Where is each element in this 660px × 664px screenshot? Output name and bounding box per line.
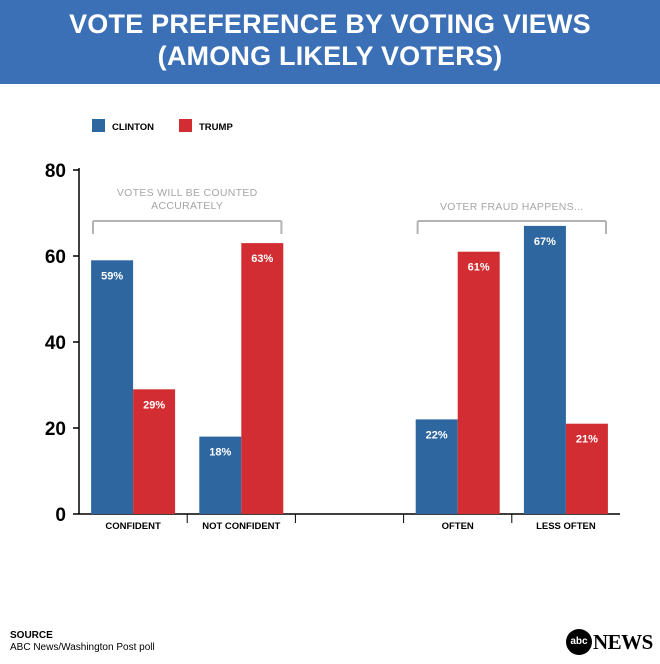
x-category-label: CONFIDENT: [105, 521, 161, 532]
group-label: VOTES WILL BE COUNTED: [117, 187, 258, 199]
data-label: 63%: [251, 253, 273, 265]
chart-header: VOTE PREFERENCE BY VOTING VIEWS (AMONG L…: [0, 0, 660, 84]
source-text: ABC News/Washington Post poll: [10, 642, 155, 653]
bar-clinton: [91, 260, 134, 514]
y-tick-label: 60: [45, 247, 66, 268]
y-tick-label: 80: [45, 161, 66, 182]
news-logo-text: NEWS: [593, 630, 653, 654]
chart-title-line-1: VOTE PREFERENCE BY VOTING VIEWS: [69, 9, 591, 39]
data-label: 61%: [468, 262, 490, 274]
data-label: 29%: [143, 399, 165, 411]
chart-title-line-2: (AMONG LIKELY VOTERS): [157, 41, 503, 71]
bar-trump: [241, 243, 284, 514]
data-label: 21%: [576, 434, 598, 446]
bar-trump: [565, 423, 608, 514]
bar-clinton: [415, 419, 458, 514]
y-tick-label: 0: [55, 505, 66, 526]
x-category-label: LESS OFTEN: [536, 521, 596, 532]
legend-swatch-trump: [179, 119, 192, 132]
group-label: ACCURATELY: [151, 200, 223, 212]
data-label: 22%: [426, 429, 448, 441]
abc-logo-circle: abc: [566, 629, 592, 655]
y-tick-label: 40: [45, 333, 66, 354]
abc-news-logo: abc NEWS: [566, 628, 656, 656]
legend-label-trump: TRUMP: [199, 122, 233, 133]
source-label: SOURCE: [10, 630, 53, 641]
source-note: SOURCE ABC News/Washington Post poll: [10, 630, 155, 654]
group-label: VOTER FRAUD HAPPENS...: [440, 201, 584, 213]
data-label: 18%: [209, 447, 231, 459]
bar-chart: 0 20 40 60 80 CONFIDENT 59% 29% NOT CONFIDENT 18%…: [45, 119, 620, 532]
y-tick-label: 20: [45, 419, 66, 440]
bar-trump: [133, 389, 176, 514]
bar-clinton: [199, 436, 242, 514]
x-category-label: NOT CONFIDENT: [202, 521, 280, 532]
bar-trump: [457, 251, 500, 514]
data-label: 59%: [101, 270, 123, 282]
legend-label-clinton: CLINTON: [112, 122, 154, 133]
data-label: 67%: [534, 236, 556, 248]
bar-clinton: [523, 225, 566, 514]
x-category-label: OFTEN: [442, 521, 474, 532]
legend-swatch-clinton: [92, 119, 105, 132]
